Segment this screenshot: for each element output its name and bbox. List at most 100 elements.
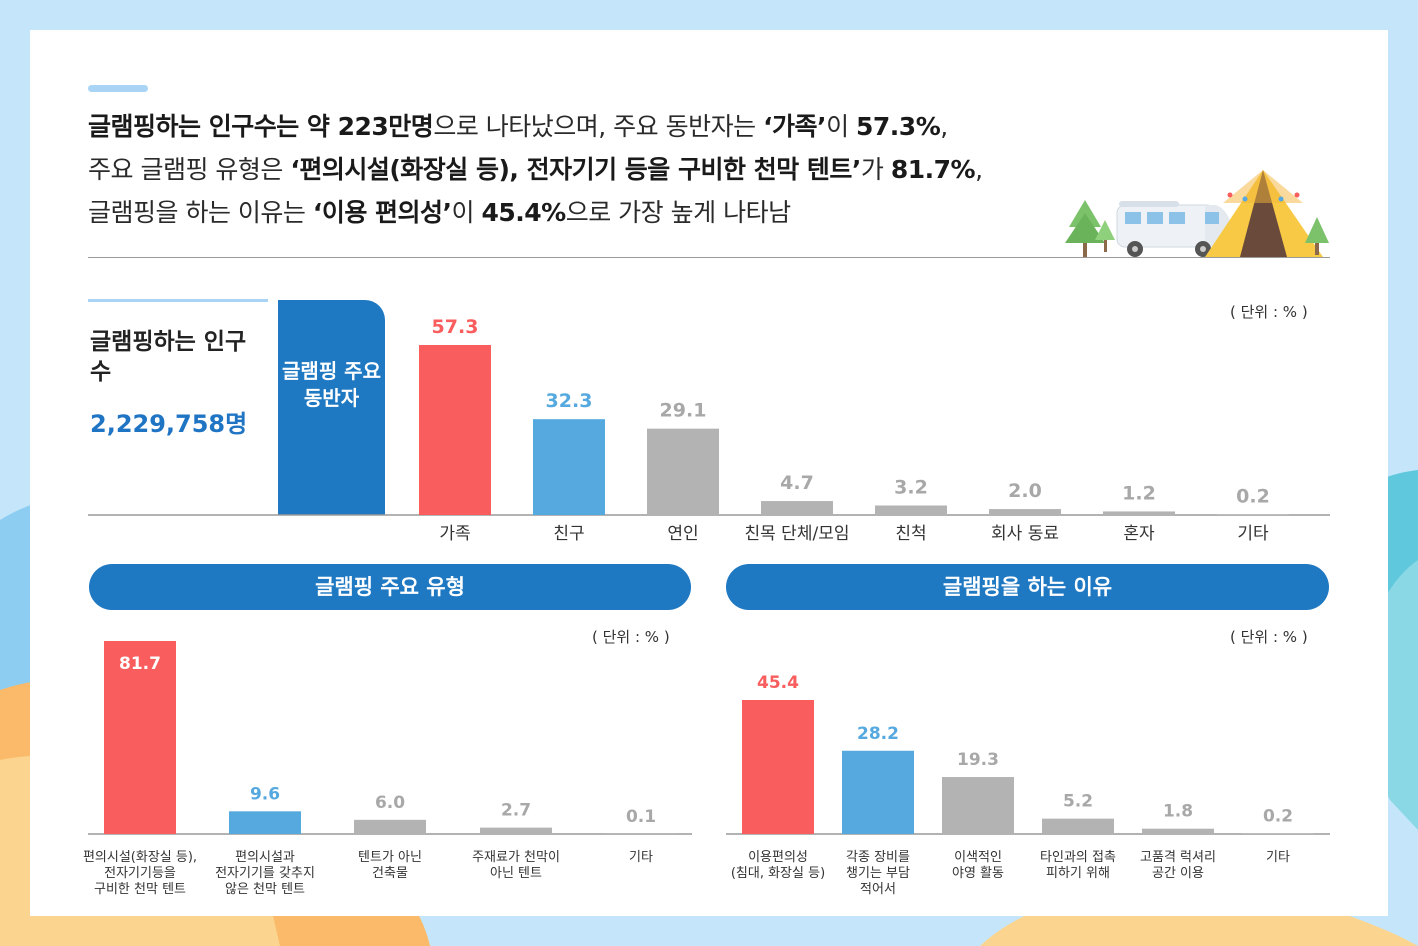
reason-section-header: 글램핑을 하는 이유 bbox=[726, 564, 1329, 610]
chart-0-category-label: 기타 bbox=[1237, 524, 1269, 544]
headline-segment: 으로 나타났으며, 주요 동반자는 bbox=[433, 112, 764, 141]
chart-2-category-label: 이색적인 bbox=[954, 850, 1002, 865]
chart-1-category-label: 건축물 bbox=[372, 866, 408, 881]
reason-unit-label: ( 단위 : % ) bbox=[1230, 628, 1308, 646]
chart-0-value-label: 57.3 bbox=[432, 316, 479, 338]
chart-2-bar bbox=[1242, 833, 1314, 834]
chart-0-category-label: 회사 동료 bbox=[991, 524, 1059, 544]
chart-1-bar bbox=[354, 819, 426, 834]
chart-0-value-label: 29.1 bbox=[660, 400, 707, 422]
chart-0-value-label: 2.0 bbox=[1008, 480, 1042, 502]
chart-0-category-label: 친목 단체/모임 bbox=[745, 524, 850, 544]
chart-2-value-label: 19.3 bbox=[957, 750, 999, 770]
chart-2-category-label: 고품격 럭셔리 bbox=[1140, 850, 1216, 865]
camping-illustration bbox=[1065, 170, 1329, 257]
headline-line-3: 글램핑을 하는 이유는 ‘이용 편의성’이 45.4%으로 가장 높게 나타남 bbox=[88, 193, 1138, 229]
chart-1-bar bbox=[104, 641, 176, 834]
chart-2-value-label: 5.2 bbox=[1063, 792, 1093, 812]
chart-0-category-label: 친척 bbox=[895, 524, 926, 544]
chart-0-bar bbox=[647, 428, 719, 515]
chart-1-category-label: 전자기기등을 bbox=[104, 866, 176, 881]
chart-1-value-label: 0.1 bbox=[626, 807, 656, 827]
chart-2-category-label: (침대, 화장실 등) bbox=[731, 866, 825, 881]
chart-1-bar bbox=[229, 811, 301, 834]
chart-1-category-label: 구비한 천막 텐트 bbox=[94, 882, 186, 897]
chart-0-bar bbox=[989, 509, 1061, 515]
headline-line-2: 주요 글램핑 유형은 ‘편의시설(화장실 등), 전자기기 등을 구비한 천막 … bbox=[88, 150, 1138, 186]
chart-2-category-label: 야영 활동 bbox=[952, 866, 1004, 881]
headline-segment: 주요 글램핑 유형은 bbox=[88, 155, 291, 184]
chart-1-category-label: 편의시설(화장실 등), bbox=[83, 850, 197, 865]
chart-2-category-label: 기타 bbox=[1266, 850, 1290, 865]
headline-segment: 이 bbox=[826, 112, 857, 141]
chart-1-value-label: 6.0 bbox=[375, 793, 405, 813]
headline-segment: , bbox=[975, 155, 983, 184]
headline-segment: 57.3% bbox=[856, 112, 941, 141]
type-section-header: 글램핑 주요 유형 bbox=[89, 564, 691, 610]
chart-0-value-label: 4.7 bbox=[780, 472, 814, 494]
headline-segment: ‘가족’ bbox=[763, 112, 827, 141]
chart-0-value-label: 3.2 bbox=[894, 477, 928, 499]
chart-0-bar bbox=[875, 505, 947, 515]
headline-segment: ‘이용 편의성’ bbox=[312, 198, 452, 227]
chart-2-bar bbox=[1142, 828, 1214, 834]
population-accent-line bbox=[88, 299, 268, 302]
headline-segment: 이 bbox=[451, 198, 482, 227]
accent-line bbox=[88, 85, 148, 92]
chart-2-value-label: 45.4 bbox=[757, 673, 799, 693]
chart-2-bar bbox=[1042, 818, 1114, 834]
headline-segment: , bbox=[940, 112, 948, 141]
companion-unit-label: ( 단위 : % ) bbox=[1230, 303, 1308, 321]
chart-0-bar bbox=[1217, 514, 1289, 515]
chart-1-category-label: 전자기기를 갖추지 bbox=[215, 866, 315, 881]
chart-2-bar bbox=[742, 700, 814, 834]
type-unit-label: ( 단위 : % ) bbox=[592, 628, 670, 646]
companion-label-block: 글램핑 주요 동반자 bbox=[278, 300, 385, 515]
chart-2-category-label: 각종 장비를 bbox=[846, 850, 910, 865]
chart-0-bar bbox=[761, 501, 833, 515]
camper-van-icon bbox=[1116, 201, 1231, 257]
chart-0-bar bbox=[419, 345, 491, 515]
companion-block-label: 글램핑 주요 동반자 bbox=[282, 359, 381, 410]
chart-2-category-label: 공간 이용 bbox=[1152, 866, 1204, 881]
chart-2-bar bbox=[842, 750, 914, 834]
chart-0-category-label: 가족 bbox=[439, 524, 470, 544]
chart-2-value-label: 0.2 bbox=[1263, 806, 1293, 826]
chart-0-category-label: 연인 bbox=[667, 524, 698, 544]
tree-icon bbox=[1065, 200, 1115, 257]
population-value: 2,229,758명 bbox=[90, 410, 248, 438]
chart-1-value-label: 81.7 bbox=[119, 654, 161, 674]
headline-segment: 45.4% bbox=[481, 198, 567, 227]
tent-icon bbox=[1205, 170, 1323, 257]
chart-0-value-label: 1.2 bbox=[1122, 482, 1156, 504]
chart-1-category-label: 편의시설과 bbox=[235, 850, 295, 865]
chart-2-category-label: 타인과의 접촉 bbox=[1040, 850, 1116, 865]
chart-0-value-label: 0.2 bbox=[1236, 485, 1270, 507]
chart-1-value-label: 2.7 bbox=[501, 801, 531, 821]
tree-icon bbox=[1305, 217, 1329, 255]
chart-0-category-label: 친구 bbox=[553, 524, 584, 544]
chart-0-category-label: 혼자 bbox=[1123, 524, 1155, 544]
headline-segment: 글램핑을 하는 이유는 bbox=[88, 198, 313, 227]
headline-segment: 으로 가장 높게 나타남 bbox=[565, 198, 791, 227]
chart-2-category-label: 이용편의성 bbox=[748, 850, 808, 865]
headline-segment: 글램핑하는 인구수는 약 223만명 bbox=[88, 112, 434, 141]
chart-1-bar bbox=[480, 827, 552, 834]
chart-1-value-label: 9.6 bbox=[250, 784, 280, 804]
chart-1-category-label: 기타 bbox=[629, 850, 653, 865]
chart-2-value-label: 28.2 bbox=[857, 724, 899, 744]
chart-1-category-label: 주재료가 천막이 bbox=[472, 850, 560, 865]
headline-segment: 가 bbox=[860, 155, 891, 184]
chart-1-category-label: 텐트가 아닌 bbox=[358, 850, 422, 865]
chart-2-category-label: 챙기는 부담 bbox=[846, 866, 910, 881]
chart-1-category-label: 아닌 텐트 bbox=[490, 866, 542, 881]
chart-0-bar bbox=[533, 419, 605, 515]
headline-segment: ‘편의시설(화장실 등), 전자기기 등을 구비한 천막 텐트’ bbox=[290, 155, 861, 184]
chart-1-category-label: 않은 천막 텐트 bbox=[225, 882, 305, 897]
headline-divider bbox=[88, 257, 1330, 258]
chart-2-value-label: 1.8 bbox=[1163, 802, 1193, 822]
headline-line-1: 글램핑하는 인구수는 약 223만명으로 나타났으며, 주요 동반자는 ‘가족’… bbox=[88, 107, 1138, 143]
chart-0-value-label: 32.3 bbox=[546, 390, 593, 412]
population-title: 글램핑하는 인구 수 bbox=[90, 329, 247, 385]
